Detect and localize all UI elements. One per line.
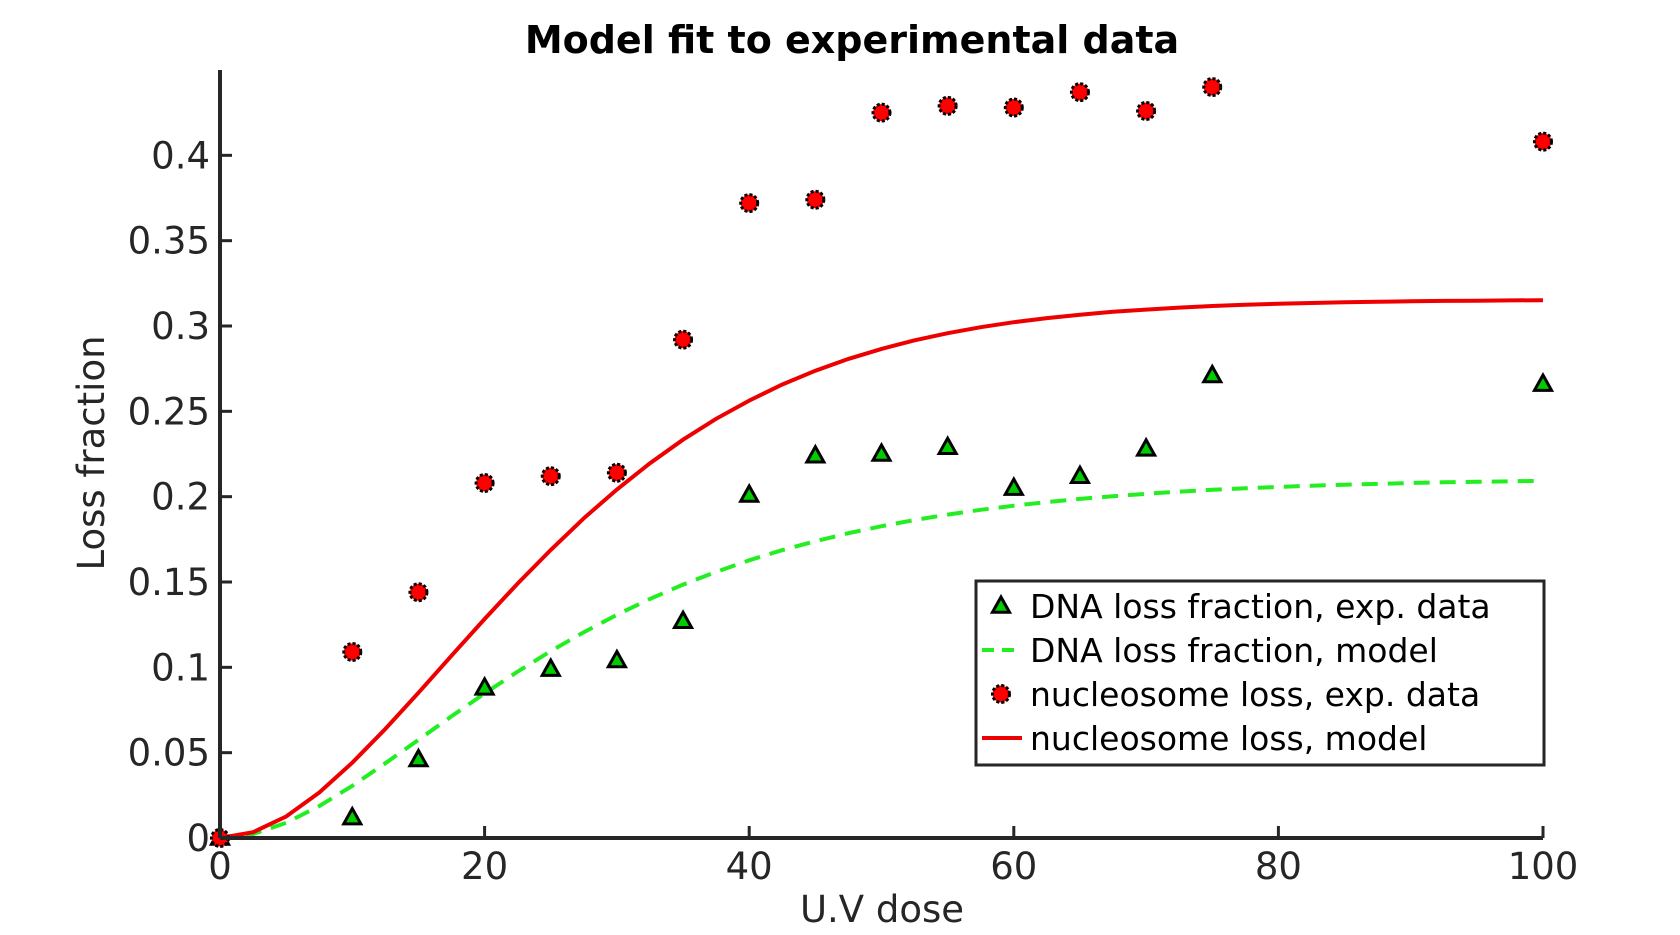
x-axis-label: U.V dose: [800, 888, 964, 931]
series-line-1: [219, 478, 1544, 840]
data-point-dna-6: [671, 609, 695, 630]
data-point-dna-13: [1134, 436, 1158, 457]
data-point-dna-3: [473, 675, 496, 696]
data-point-nucleosome-10: [937, 95, 958, 116]
x-tick-label: 40: [726, 845, 773, 888]
data-point-dna-8: [804, 443, 827, 464]
data-point-nucleosome-13: [1136, 100, 1157, 121]
data-point-nucleosome-3: [474, 473, 495, 494]
series-line-3: [219, 298, 1544, 840]
data-point-nucleosome-12: [1069, 82, 1090, 103]
data-point-nucleosome-14: [1202, 77, 1223, 98]
data-point-nucleosome-7: [739, 193, 760, 214]
data-point-nucleosome-4: [540, 466, 561, 487]
x-tick-label: 60: [990, 845, 1037, 888]
data-point-dna-10: [936, 435, 959, 455]
legend-label-0: DNA loss fraction, exp. data: [1030, 587, 1491, 626]
chart-title: Model fit to experimental data: [525, 18, 1179, 62]
legend-label-3: nucleosome loss, model: [1030, 719, 1427, 758]
plot-area: [208, 77, 1555, 848]
x-tick-label: 20: [461, 845, 508, 888]
y-tick-label: 0.35: [128, 220, 210, 263]
y-tick-label: 0.25: [128, 390, 210, 433]
y-tick-label: 0.05: [128, 732, 210, 775]
legend: DNA loss fraction, exp. data DNA loss fra…: [974, 579, 1546, 767]
legend-label-1: DNA loss fraction, model: [1030, 631, 1438, 670]
data-point-dna-5: [605, 648, 629, 669]
data-point-dna-1: [341, 805, 364, 826]
legend-box: [974, 579, 1546, 767]
data-point-nucleosome-8: [805, 189, 826, 210]
data-point-dna-2: [407, 747, 430, 768]
axes: 0 20 40 60 80 100 0 0.05 0.1 0.15 0.2 0.25 0.3 0.35 0.…: [128, 70, 1579, 888]
y-tick-label: 0.1: [151, 646, 210, 689]
data-point-nucleosome-6: [673, 329, 694, 350]
data-point-dna-15: [1531, 371, 1555, 392]
data-point-nucleosome-11: [1003, 97, 1024, 118]
data-point-dna-14: [1201, 363, 1224, 384]
legend-marker-2: [991, 684, 1011, 704]
data-point-nucleosome-1: [342, 641, 363, 662]
data-point-nucleosome-5: [606, 462, 627, 483]
y-axis-label: Loss fraction: [70, 335, 113, 570]
data-point-nucleosome-9: [871, 102, 892, 123]
data-point-dna-12: [1068, 464, 1092, 484]
data-point-dna-11: [1002, 476, 1025, 496]
data-point-dna-9: [870, 441, 893, 462]
y-tick-label: 0.15: [128, 561, 210, 604]
y-tick-label: 0.3: [151, 305, 210, 348]
x-tick-label: 0: [208, 845, 232, 888]
y-tick-label: 0.4: [151, 134, 210, 177]
data-point-nucleosome-2: [408, 582, 429, 603]
legend-label-2: nucleosome loss, exp. data: [1030, 675, 1480, 714]
y-tick-label: 0: [186, 817, 210, 860]
data-point-dna-4: [539, 656, 562, 677]
x-tick-label: 80: [1255, 845, 1302, 888]
legend-marker-0: [989, 593, 1013, 614]
y-tick-label: 0.2: [151, 476, 210, 519]
x-tick-label: 100: [1508, 845, 1579, 888]
data-point-nucleosome-15: [1533, 131, 1553, 152]
data-point-dna-7: [738, 482, 761, 503]
